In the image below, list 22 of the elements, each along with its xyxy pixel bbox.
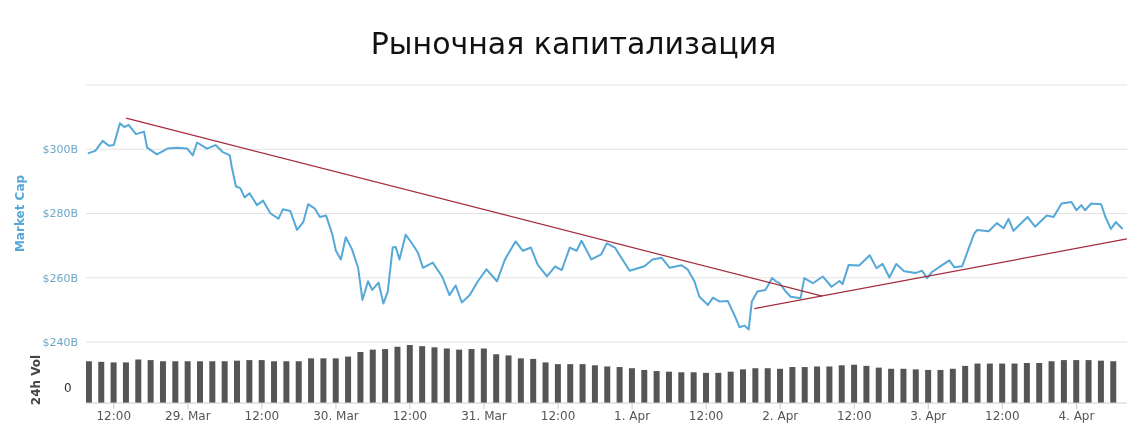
y-tick-label: $240B [42,335,78,349]
chart-title: Рыночная капитализация [369,26,778,61]
x-tick-label: 12:00 [96,408,132,423]
x-tick-label: 12:00 [540,408,576,423]
x-tick-label: 12:00 [244,408,280,423]
x-tick-label: 31. Mar [461,408,507,423]
x-tick-label: 12:00 [836,408,872,423]
y-axis-title: 24h Vol [29,354,44,406]
x-tick-label: 2. Apr [762,408,799,423]
y-tick-label: $300B [42,143,78,157]
x-tick-label: 30. Mar [313,408,359,423]
x-tick-label: 12:00 [985,408,1020,423]
y-axis-title: Market Cap [13,174,28,253]
x-tick-label: 3. Apr [910,408,947,423]
y-tick-label: $260B [42,271,78,285]
x-tick-label: 1. Apr [614,408,651,423]
y-tick-label: $280B [42,207,78,221]
x-tick-label: 4. Apr [1058,408,1095,423]
x-tick-label: 29. Mar [165,408,211,423]
text: 0 [64,381,72,395]
x-tick-label: 12:00 [392,408,428,423]
x-tick-label: 12:00 [688,408,724,423]
